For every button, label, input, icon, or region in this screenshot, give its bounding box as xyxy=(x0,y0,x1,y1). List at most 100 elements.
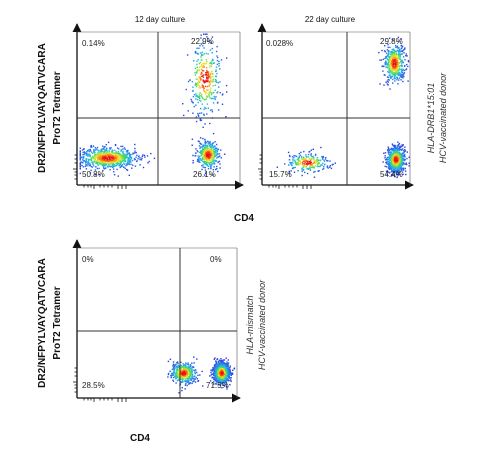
event-point xyxy=(407,80,409,82)
event-point xyxy=(213,370,215,372)
event-point xyxy=(394,164,396,166)
event-point xyxy=(303,163,306,165)
event-point xyxy=(402,77,404,79)
event-point xyxy=(210,159,212,161)
event-point xyxy=(389,148,392,150)
event-point xyxy=(127,159,129,162)
event-point xyxy=(401,159,403,162)
event-point xyxy=(391,68,393,71)
event-point xyxy=(201,84,203,86)
event-point xyxy=(388,168,390,170)
event-point xyxy=(293,171,296,173)
event-point xyxy=(201,153,203,155)
event-point xyxy=(220,59,223,61)
event-point xyxy=(216,165,218,168)
event-point xyxy=(116,164,118,166)
event-point xyxy=(397,147,399,150)
event-point xyxy=(89,162,91,164)
event-point xyxy=(216,73,218,75)
event-point xyxy=(221,366,223,368)
event-point xyxy=(396,174,398,176)
event-point xyxy=(84,165,87,168)
event-point xyxy=(214,89,216,91)
event-point xyxy=(187,367,190,370)
event-point xyxy=(406,163,408,166)
event-point xyxy=(189,365,192,368)
event-point xyxy=(391,53,393,56)
event-point xyxy=(391,55,393,57)
event-point xyxy=(200,43,203,45)
event-point xyxy=(323,159,325,161)
event-point xyxy=(198,76,200,78)
event-point xyxy=(107,152,109,154)
event-point xyxy=(121,160,123,163)
event-point xyxy=(215,373,217,375)
event-point xyxy=(210,87,212,89)
event-point xyxy=(227,380,230,382)
event-point xyxy=(385,56,387,58)
event-point xyxy=(398,166,400,168)
event-point xyxy=(109,156,111,158)
event-point xyxy=(389,160,391,162)
event-point xyxy=(207,151,209,154)
event-point xyxy=(213,166,215,168)
event-point xyxy=(205,59,208,61)
event-point xyxy=(89,148,91,151)
event-point xyxy=(191,144,193,146)
event-point xyxy=(194,74,197,76)
event-point xyxy=(207,149,209,151)
event-point xyxy=(182,378,184,380)
event-point xyxy=(85,158,87,160)
event-point xyxy=(288,154,291,157)
event-point xyxy=(194,381,197,383)
event-point xyxy=(210,79,212,82)
event-point xyxy=(207,79,209,81)
event-point xyxy=(212,160,215,162)
event-point xyxy=(389,163,391,165)
event-point xyxy=(293,154,295,157)
event-point xyxy=(316,157,319,159)
event-point xyxy=(321,157,324,159)
event-point xyxy=(87,149,89,152)
event-point xyxy=(124,160,127,162)
event-point xyxy=(90,144,92,147)
event-point xyxy=(204,166,207,169)
event-point xyxy=(209,66,211,69)
event-point xyxy=(209,109,212,111)
event-point xyxy=(393,74,395,77)
event-point xyxy=(211,145,213,147)
event-point xyxy=(392,172,395,174)
event-point xyxy=(125,164,127,167)
event-point xyxy=(394,58,396,60)
event-point xyxy=(197,101,199,104)
event-point xyxy=(305,166,308,168)
event-point xyxy=(210,77,212,80)
event-point xyxy=(199,158,202,160)
event-point xyxy=(402,163,404,165)
event-point xyxy=(194,372,196,375)
event-point xyxy=(225,364,227,366)
event-point xyxy=(392,49,395,51)
event-point xyxy=(104,164,106,166)
event-point xyxy=(214,368,216,371)
event-point xyxy=(196,71,198,73)
event-point xyxy=(207,74,209,76)
event-point xyxy=(221,373,223,375)
event-point xyxy=(209,144,211,147)
event-point xyxy=(402,152,404,154)
event-point xyxy=(194,371,196,373)
event-point xyxy=(102,162,104,164)
event-point xyxy=(397,144,399,146)
event-point xyxy=(393,159,395,161)
event-point xyxy=(214,371,216,373)
event-point xyxy=(122,150,124,153)
event-point xyxy=(297,159,300,161)
event-point xyxy=(223,363,225,366)
event-point xyxy=(184,365,187,368)
event-point xyxy=(396,59,399,61)
event-point xyxy=(228,374,230,377)
event-point xyxy=(211,373,213,375)
event-point xyxy=(120,155,122,157)
event-point xyxy=(400,148,403,151)
event-point xyxy=(399,61,401,64)
